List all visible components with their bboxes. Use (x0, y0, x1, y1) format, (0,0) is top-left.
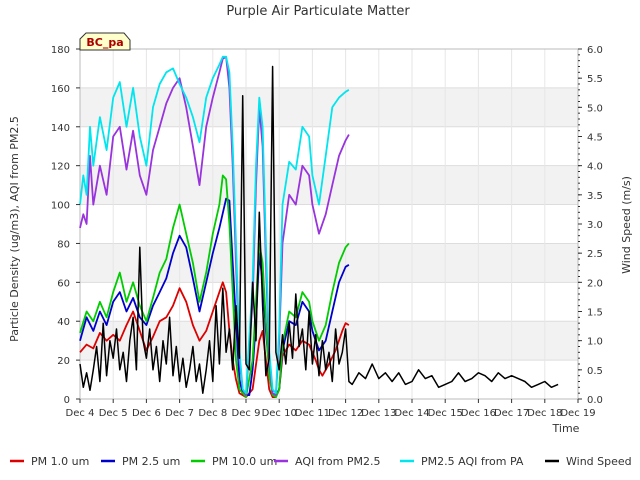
y-tick-label: 180 (51, 45, 70, 56)
y2-tick-label: 5.0 (587, 103, 603, 114)
station-badge: BC_pa (79, 32, 131, 51)
x-tick-label: Dec 14 (394, 408, 429, 419)
legend-label-pm-2-5-um: PM 2.5 um (122, 455, 180, 468)
y2-tick-label: 1.0 (587, 337, 603, 348)
background-band (80, 87, 578, 127)
x-tick-label: Dec 9 (232, 408, 261, 419)
legend-label-aqi-from-pm2-5: AQI from PM2.5 (295, 455, 380, 468)
x-tick-label: Dec 6 (132, 408, 161, 419)
x-axis-label: Time (552, 422, 580, 435)
x-tick-label: Dec 7 (165, 408, 194, 419)
x-tick-label: Dec 8 (198, 408, 227, 419)
y2-tick-label: 2.5 (587, 249, 603, 260)
y2-tick-label: 2.0 (587, 278, 603, 289)
y2-axis-label: Wind Speed (m/s) (620, 176, 633, 274)
series-line-pm-10-0-um (79, 174, 350, 399)
y2-tick-label: 3.0 (587, 220, 603, 231)
y-tick-label: 20 (57, 356, 70, 367)
y2-tick-label: 4.0 (587, 162, 603, 173)
x-tick-label: Dec 13 (361, 408, 396, 419)
legend-label-pm-1-0-um: PM 1.0 um (31, 455, 89, 468)
x-tick-label: Dec 11 (295, 408, 330, 419)
y-axis-label: Particle Density (ug/m3), AQI from PM2.5 (8, 116, 21, 342)
x-tick-label: Dec 12 (328, 408, 363, 419)
series-line-pm-2-5-um (79, 197, 350, 397)
badge-box (79, 32, 131, 51)
y-tick-label: 40 (57, 317, 70, 328)
x-tick-label: Dec 5 (99, 408, 128, 419)
background-band (80, 243, 578, 283)
x-tick-label: Dec 17 (494, 408, 529, 419)
y2-tick-label: 1.5 (587, 308, 603, 319)
x-tick-label: Dec 19 (560, 408, 595, 419)
y2-tick-label: 0.5 (587, 366, 603, 377)
y2-tick-label: 6.0 (587, 45, 603, 56)
y2-tick-label: 0.0 (587, 395, 603, 406)
y-tick-label: 80 (57, 239, 70, 250)
series-line-pm2-5-aqi-from-pa (79, 55, 350, 395)
chart-title: Purple Air Particulate Matter (226, 4, 410, 19)
badge-label: BC_pa (86, 36, 123, 49)
y2-tick-label: 5.5 (587, 74, 603, 85)
y-tick-label: 60 (57, 278, 70, 289)
x-tick-label: Dec 4 (66, 408, 95, 419)
x-tick-label: Dec 15 (428, 408, 463, 419)
y-tick-label: 0 (64, 395, 70, 406)
y-tick-label: 120 (51, 162, 70, 173)
y2-tick-label: 4.5 (587, 133, 603, 144)
x-tick-label: Dec 16 (461, 408, 496, 419)
y-tick-label: 140 (51, 123, 70, 134)
legend-label-pm2-5-aqi-from-pa: PM2.5 AQI from PA (421, 455, 524, 468)
series-line-wind-speed (79, 65, 559, 394)
x-tick-label: Dec 10 (262, 408, 297, 419)
legend-label-pm-10-0-um: PM 10.0 um (212, 455, 277, 468)
y-tick-label: 160 (51, 84, 70, 95)
y-tick-label: 100 (51, 201, 70, 212)
x-tick-label: Dec 18 (527, 408, 562, 419)
y2-tick-label: 3.5 (587, 191, 603, 202)
legend-label-wind-speed: Wind Speed (566, 455, 632, 468)
